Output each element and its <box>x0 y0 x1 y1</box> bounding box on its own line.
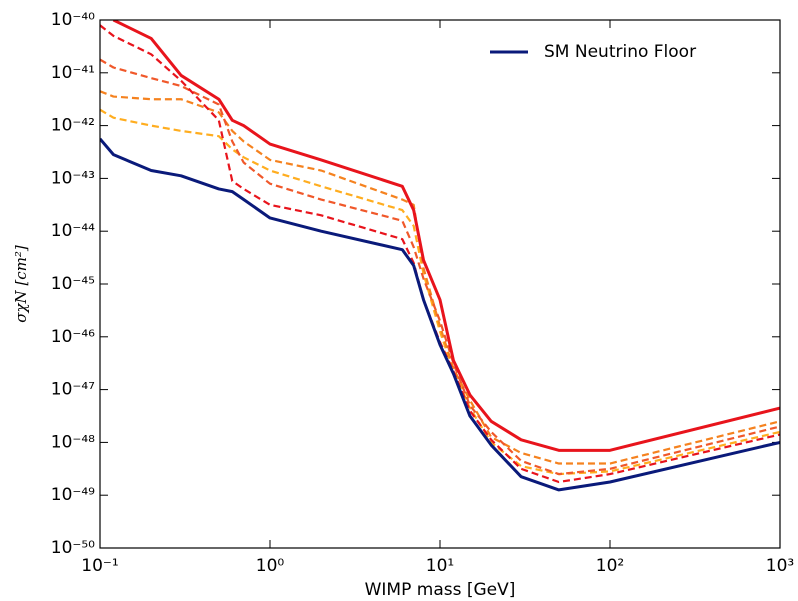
x-tick-label: 10³ <box>766 556 794 576</box>
series-line <box>100 90 780 465</box>
x-tick-label: 10⁰ <box>256 556 285 576</box>
series-line <box>100 137 780 492</box>
legend-label: SM Neutrino Floor <box>544 42 696 62</box>
y-axis-label: σχN [cm²] <box>12 245 30 323</box>
x-axis-label: WIMP mass [GeV] <box>365 580 516 600</box>
x-tick-label: 10¹ <box>426 556 454 576</box>
y-tick-label: 10⁻⁴⁴ <box>51 221 95 241</box>
y-tick-label: 10⁻⁴² <box>51 116 95 136</box>
y-tick-label: 10⁻⁴⁹ <box>51 485 95 505</box>
y-tick-label: 10⁻⁴⁰ <box>51 10 95 30</box>
y-tick-label: 10⁻⁴⁵ <box>51 274 95 294</box>
series-line <box>100 58 780 476</box>
plot-frame <box>99 19 781 549</box>
x-tick-label: 10⁻¹ <box>81 556 118 576</box>
x-tick-label: 10² <box>596 556 624 576</box>
y-tick-label: 10⁻⁴¹ <box>51 63 95 83</box>
y-tick-label: 10⁻⁵⁰ <box>51 538 95 558</box>
series-line <box>100 108 780 476</box>
series-line <box>112 20 780 452</box>
y-tick-label: 10⁻⁴³ <box>51 168 95 188</box>
y-tick-label: 10⁻⁴⁸ <box>51 432 95 452</box>
y-tick-label: 10⁻⁴⁶ <box>51 327 95 347</box>
y-tick-label: 10⁻⁴⁷ <box>51 380 95 400</box>
series-line <box>100 24 780 484</box>
